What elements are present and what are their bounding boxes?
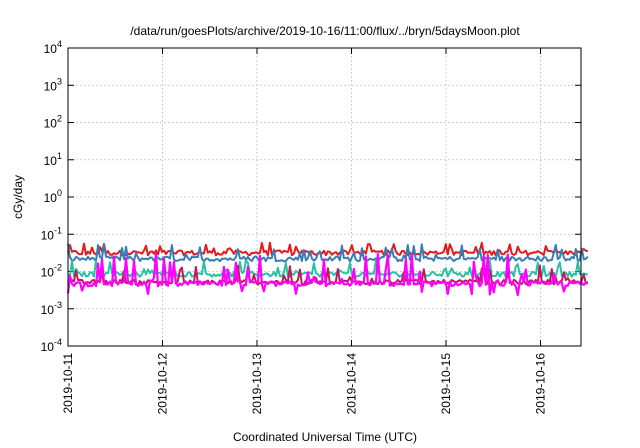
x-tick-label: 2019-10-12 — [156, 353, 170, 415]
y-tick-label: 104 — [44, 39, 62, 56]
y-tick-labels: 10-4 10-3 10-2 10-1 100 101 102 103 104 — [41, 39, 62, 354]
chart-title: /data/run/goesPlots/archive/2019-10-16/1… — [130, 24, 520, 38]
x-tick-label: 2019-10-16 — [534, 353, 548, 415]
y-axis-title: cGy/day — [11, 175, 25, 219]
y-tick-label: 101 — [44, 151, 62, 168]
y-tick-label: 100 — [44, 188, 62, 205]
series-layer — [66, 241, 589, 297]
y-tick-label: 10-3 — [41, 300, 62, 317]
x-tick-label: 2019-10-15 — [439, 353, 453, 415]
grid — [67, 47, 581, 347]
series-line — [66, 252, 589, 297]
series-line — [67, 241, 588, 257]
x-tick-labels: 2019-10-11 2019-10-12 2019-10-13 2019-10-14… — [61, 353, 548, 415]
x-axis-title: Coordinated Universal Time (UTC) — [233, 430, 417, 444]
x-tick-label: 2019-10-13 — [250, 353, 264, 415]
plot-frame — [67, 47, 582, 347]
x-tick-label: 2019-10-14 — [345, 353, 359, 415]
x-tick-label: 2019-10-11 — [61, 353, 75, 414]
series-line — [67, 264, 588, 286]
y-tick-label: 103 — [44, 76, 62, 93]
y-tick-label: 10-2 — [41, 263, 62, 280]
y-tick-label: 102 — [44, 114, 62, 131]
y-tick-label: 10-1 — [41, 225, 62, 242]
y-tick-label: 10-4 — [41, 337, 62, 354]
